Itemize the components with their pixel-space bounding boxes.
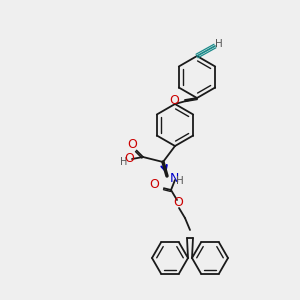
Text: H: H [176,176,184,186]
Text: O: O [173,196,183,209]
Text: O: O [149,178,159,191]
Text: O: O [124,152,134,166]
Text: O: O [169,94,179,106]
Text: H: H [215,39,223,49]
Text: H: H [120,157,128,167]
Text: O: O [127,137,137,151]
Text: N: N [169,172,179,185]
